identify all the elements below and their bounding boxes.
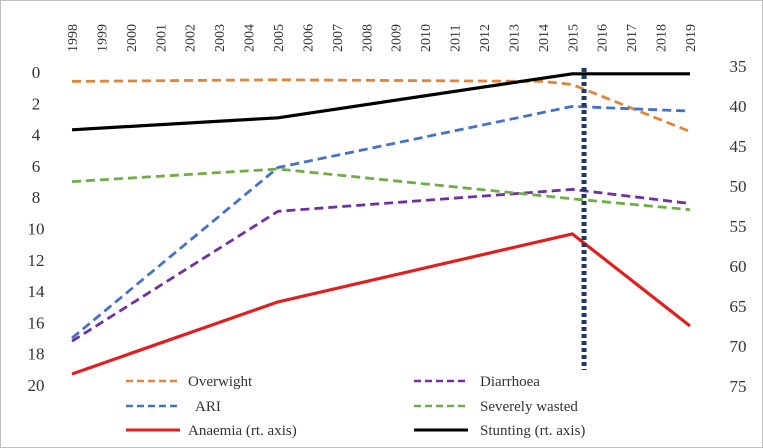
left-axis-ticks: 0 2 4 6 8 10 12 14 16 18 20 (28, 63, 46, 395)
right-tick-label: 75 (730, 377, 747, 396)
legend: Overwight Diarrhoea ARI Severely wasted Anae… (126, 374, 585, 439)
series-line-overwight (71, 78, 691, 133)
x-tick-label: 2015 (566, 24, 581, 52)
x-tick-label: 1998 (66, 24, 81, 52)
x-tick-label: 2019 (684, 24, 699, 52)
x-tick-label: 2013 (507, 24, 522, 52)
x-tick-label: 2018 (655, 24, 670, 52)
x-tick-label: 2010 (419, 24, 434, 52)
right-tick-label: 55 (730, 217, 747, 236)
legend-label: Overwight (188, 374, 253, 390)
left-tick-label: 12 (28, 251, 45, 270)
x-axis-ticks: 1998 1999 2000 2001 2002 2003 2004 2005 2006 2007… (66, 24, 699, 52)
left-tick-label: 0 (32, 63, 41, 82)
right-axis-ticks: 35 40 45 50 55 60 65 70 75 (730, 57, 747, 396)
left-tick-label: 6 (32, 157, 41, 176)
series-line-severely-wasted (71, 167, 691, 212)
legend-label: ARI (195, 399, 221, 415)
right-tick-label: 70 (730, 337, 747, 356)
legend-label: Severely wasted (480, 399, 578, 415)
legend-label: Diarrhoea (480, 374, 540, 390)
x-tick-label: 2008 (360, 24, 375, 52)
x-tick-label: 2012 (478, 24, 493, 52)
x-tick-label: 2000 (125, 24, 140, 52)
legend-label: Anaemia (rt. axis) (188, 423, 297, 439)
x-tick-label: 2003 (213, 24, 228, 52)
x-tick-label: 2005 (272, 24, 287, 52)
x-tick-label: 2009 (390, 24, 405, 52)
x-tick-label: 2011 (449, 25, 464, 52)
series-line-stunting-rt-axis (71, 72, 690, 132)
legend-label: Stunting (rt. axis) (480, 423, 585, 439)
x-tick-label: 2006 (301, 24, 316, 52)
right-tick-label: 65 (730, 297, 747, 316)
x-tick-label: 2004 (243, 24, 258, 52)
x-tick-label: 2002 (184, 24, 199, 52)
left-tick-label: 2 (32, 94, 41, 113)
series-line-diarrhoea (71, 187, 691, 343)
left-tick-label: 20 (28, 376, 45, 395)
x-tick-label: 2016 (596, 24, 611, 52)
x-tick-label: 2017 (625, 24, 640, 52)
right-tick-label: 35 (730, 57, 747, 76)
series-line-ari (71, 105, 691, 340)
x-tick-label: 2014 (537, 24, 552, 52)
x-tick-label: 2007 (331, 24, 346, 52)
left-tick-label: 10 (28, 220, 45, 239)
x-tick-label: 2001 (154, 24, 169, 52)
left-tick-label: 4 (32, 126, 41, 145)
left-tick-label: 8 (32, 188, 41, 207)
left-tick-label: 18 (28, 345, 45, 364)
left-tick-label: 16 (28, 313, 45, 332)
right-tick-label: 45 (730, 137, 747, 156)
right-tick-label: 60 (730, 257, 747, 276)
left-tick-label: 14 (28, 282, 46, 301)
right-tick-label: 50 (730, 177, 747, 196)
x-tick-label: 1999 (95, 24, 110, 52)
right-tick-label: 40 (730, 97, 747, 116)
series-lines (71, 72, 691, 376)
series-line-anaemia-rt-axis (71, 232, 691, 376)
